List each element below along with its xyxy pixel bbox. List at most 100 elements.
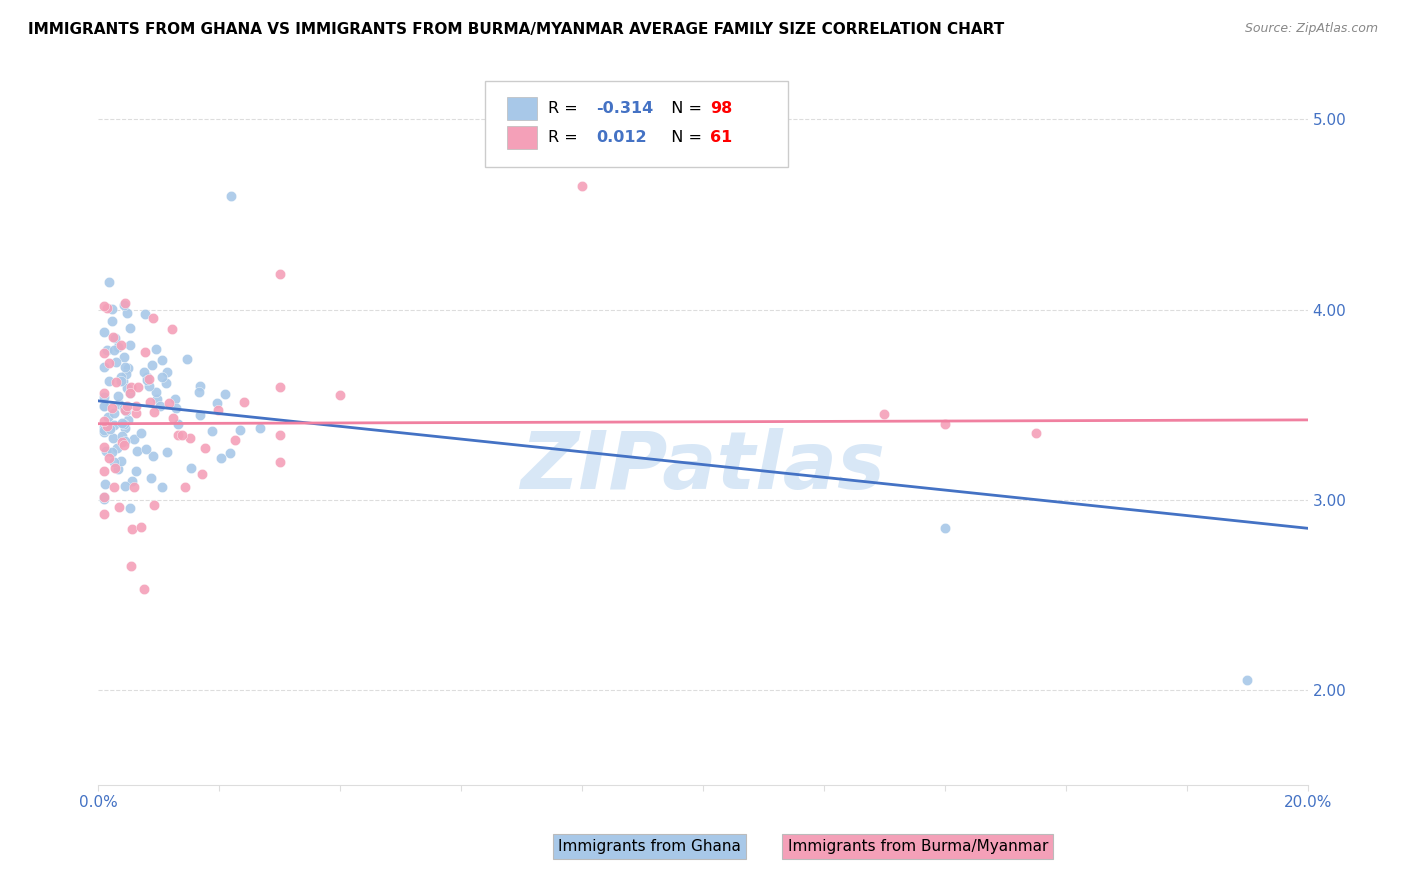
Point xyxy=(105,441,128,455)
Point xyxy=(118,321,141,335)
Point xyxy=(93,326,115,340)
Point xyxy=(104,461,127,475)
Point xyxy=(93,492,115,507)
Point xyxy=(111,429,134,443)
Point xyxy=(152,353,174,368)
Point xyxy=(167,417,190,432)
Point xyxy=(118,386,141,401)
Point xyxy=(125,399,148,413)
Point xyxy=(101,330,124,344)
Point xyxy=(155,376,177,390)
Point xyxy=(117,413,139,427)
Point xyxy=(118,501,141,516)
FancyBboxPatch shape xyxy=(485,80,787,167)
Point xyxy=(93,477,115,491)
Point xyxy=(150,480,173,494)
Point xyxy=(269,454,291,468)
Point xyxy=(124,432,146,446)
Point xyxy=(110,370,132,384)
Point xyxy=(1236,673,1258,688)
Text: Immigrants from Burma/Myanmar: Immigrants from Burma/Myanmar xyxy=(787,838,1047,854)
Point xyxy=(120,380,142,394)
Point xyxy=(114,421,136,435)
Point xyxy=(114,359,136,374)
Point xyxy=(93,399,115,413)
Point xyxy=(103,343,125,358)
Point xyxy=(127,380,149,394)
Point xyxy=(571,179,593,194)
Point xyxy=(107,461,129,475)
Point xyxy=(176,352,198,367)
Text: 0.012: 0.012 xyxy=(596,130,647,145)
Text: ZIPatlas: ZIPatlas xyxy=(520,428,886,506)
Point xyxy=(934,417,956,431)
Point xyxy=(112,438,135,452)
Point xyxy=(134,307,156,321)
Text: R =: R = xyxy=(548,130,588,145)
Point xyxy=(107,340,129,354)
Text: 61: 61 xyxy=(710,130,733,145)
Text: Source: ZipAtlas.com: Source: ZipAtlas.com xyxy=(1244,22,1378,36)
Point xyxy=(115,305,138,319)
Point xyxy=(93,507,115,521)
Point xyxy=(134,344,156,359)
Point xyxy=(107,389,129,403)
Point xyxy=(221,188,243,202)
Point xyxy=(93,419,115,434)
Point xyxy=(114,403,136,417)
Text: N =: N = xyxy=(661,101,707,116)
Point xyxy=(145,384,167,399)
Point xyxy=(173,480,195,494)
Point xyxy=(165,392,187,407)
Point xyxy=(132,582,155,596)
Point xyxy=(121,522,143,536)
Point xyxy=(93,386,115,401)
Text: IMMIGRANTS FROM GHANA VS IMMIGRANTS FROM BURMA/MYANMAR AVERAGE FAMILY SIZE CORRE: IMMIGRANTS FROM GHANA VS IMMIGRANTS FROM… xyxy=(28,22,1004,37)
Point xyxy=(114,434,136,448)
Point xyxy=(104,331,127,345)
Point xyxy=(93,390,115,404)
Point xyxy=(93,425,115,439)
Point xyxy=(145,342,167,356)
Point xyxy=(100,401,122,416)
Text: N =: N = xyxy=(661,130,707,145)
Point xyxy=(103,418,125,433)
Point xyxy=(149,399,172,413)
Point xyxy=(103,406,125,420)
Point xyxy=(142,311,165,326)
Point xyxy=(93,464,115,478)
Point xyxy=(98,374,121,388)
Point xyxy=(224,433,246,447)
Point xyxy=(139,395,162,409)
Point xyxy=(138,372,160,386)
Point xyxy=(136,373,159,387)
Point xyxy=(97,275,120,289)
Point xyxy=(132,365,155,379)
Point xyxy=(93,491,115,505)
Point xyxy=(117,399,139,413)
Point xyxy=(194,441,217,455)
Point xyxy=(179,432,201,446)
Point xyxy=(249,421,271,435)
Point xyxy=(129,520,152,534)
Point xyxy=(150,369,173,384)
Point xyxy=(214,387,236,401)
Point xyxy=(101,445,124,459)
Point xyxy=(156,444,179,458)
Point xyxy=(162,411,184,425)
Point xyxy=(138,379,160,393)
Text: -0.314: -0.314 xyxy=(596,101,654,116)
Point xyxy=(187,385,209,400)
Point xyxy=(112,297,135,311)
Point xyxy=(141,358,163,372)
Point xyxy=(100,314,122,328)
Point xyxy=(165,401,187,416)
Point xyxy=(125,406,148,420)
Point xyxy=(105,355,128,369)
Point xyxy=(142,449,165,463)
Point xyxy=(93,490,115,504)
Point xyxy=(98,356,121,370)
Point xyxy=(934,521,956,535)
Point xyxy=(93,440,115,454)
Point xyxy=(201,424,224,438)
